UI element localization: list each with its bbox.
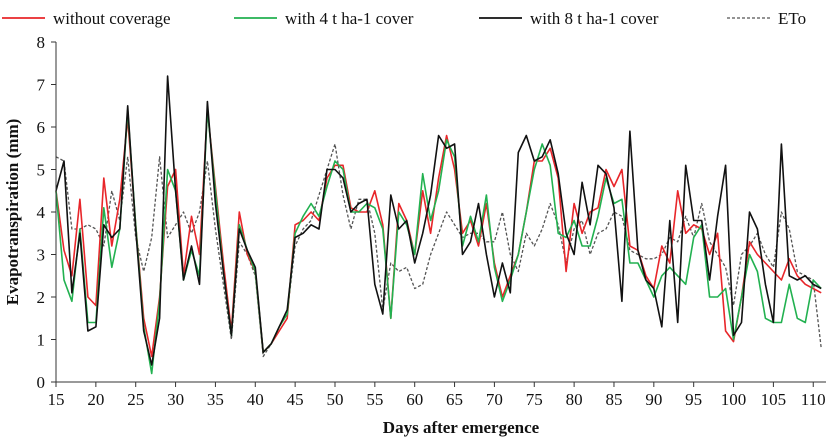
- x-tick-label: 55: [366, 390, 383, 409]
- y-tick-label: 8: [37, 33, 46, 52]
- x-tick-label: 45: [287, 390, 304, 409]
- x-tick-label: 65: [446, 390, 463, 409]
- y-tick-label: 5: [37, 161, 46, 180]
- x-tick-label: 40: [247, 390, 264, 409]
- x-tick-label: 15: [48, 390, 65, 409]
- x-tick-label: 85: [605, 390, 622, 409]
- x-tick-label: 90: [645, 390, 662, 409]
- series-line-with-8-t-ha-1-cover: [55, 75, 822, 366]
- legend-label-without-coverage: without coverage: [53, 9, 171, 28]
- legend-label-with-8-t-ha-1-cover: with 8 t ha-1 cover: [530, 9, 659, 28]
- y-axis-ticks: 0 1 2 3 4 5 6 7 8: [37, 33, 56, 392]
- x-tick-label: 70: [486, 390, 503, 409]
- x-tick-label: 110: [801, 390, 826, 409]
- y-tick-label: 2: [37, 288, 46, 307]
- y-tick-label: 1: [37, 331, 46, 350]
- plot-lines: [55, 75, 822, 375]
- legend-label-eto: ETo: [778, 9, 806, 28]
- y-tick-label: 4: [37, 203, 46, 222]
- x-axis-title: Days after emergence: [383, 418, 540, 437]
- x-tick-label: 95: [685, 390, 702, 409]
- y-tick-label: 3: [37, 246, 46, 265]
- x-tick-label: 25: [127, 390, 144, 409]
- y-tick-label: 6: [37, 118, 46, 137]
- x-tick-label: 100: [721, 390, 747, 409]
- y-tick-label: 7: [37, 76, 46, 95]
- legend-label-with-4-t-ha-1-cover: with 4 t ha-1 cover: [285, 9, 414, 28]
- x-tick-label: 80: [566, 390, 583, 409]
- x-tick-label: 50: [326, 390, 343, 409]
- x-tick-label: 105: [761, 390, 787, 409]
- x-tick-label: 30: [167, 390, 184, 409]
- x-tick-label: 20: [87, 390, 104, 409]
- y-tick-label: 0: [37, 373, 46, 392]
- x-tick-label: 60: [406, 390, 423, 409]
- x-tick-label: 35: [207, 390, 224, 409]
- y-axis-title: Evapotranspiration (mm): [3, 119, 22, 306]
- x-tick-label: 75: [526, 390, 543, 409]
- chart-axes: [55, 42, 826, 383]
- chart-legend: without coverage with 4 t ha-1 cover with …: [2, 9, 806, 28]
- x-axis-ticks: 15 20 25 30 35 40 45 50 55 60 65 70 75 80 85 90 95 100 105…: [48, 382, 826, 409]
